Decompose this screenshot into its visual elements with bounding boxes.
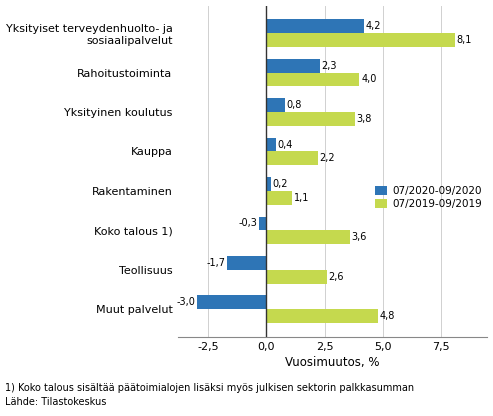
Text: 2,6: 2,6 <box>328 272 344 282</box>
Bar <box>266 230 350 244</box>
Text: -0,3: -0,3 <box>239 218 258 228</box>
Bar <box>266 177 271 191</box>
Text: Lähde: Tilastokeskus: Lähde: Tilastokeskus <box>5 397 106 407</box>
Bar <box>266 270 327 284</box>
Bar <box>266 33 455 47</box>
Text: -3,0: -3,0 <box>176 297 195 307</box>
Bar <box>266 112 355 126</box>
Bar <box>227 256 266 270</box>
Bar <box>266 309 378 323</box>
Text: 4,8: 4,8 <box>380 311 395 321</box>
Bar <box>266 151 317 165</box>
Text: 2,3: 2,3 <box>321 61 337 71</box>
Text: 0,2: 0,2 <box>273 179 288 189</box>
Bar <box>266 98 285 112</box>
Legend: 07/2020-09/2020, 07/2019-09/2019: 07/2020-09/2020, 07/2019-09/2019 <box>375 186 482 209</box>
Text: 0,8: 0,8 <box>286 100 302 110</box>
Text: 0,4: 0,4 <box>278 139 293 150</box>
Text: 2,2: 2,2 <box>319 154 335 163</box>
Text: 1) Koko talous sisältää päätoimialojen lisäksi myös julkisen sektorin palkkasumm: 1) Koko talous sisältää päätoimialojen l… <box>5 383 414 393</box>
Text: 4,0: 4,0 <box>361 74 377 84</box>
Bar <box>259 217 266 230</box>
Text: 1,1: 1,1 <box>294 193 309 203</box>
Text: 3,8: 3,8 <box>356 114 372 124</box>
Bar <box>266 73 359 87</box>
X-axis label: Vuosimuutos, %: Vuosimuutos, % <box>285 356 380 369</box>
Bar <box>197 295 266 309</box>
Text: -1,7: -1,7 <box>206 258 225 268</box>
Text: 4,2: 4,2 <box>366 21 381 31</box>
Bar <box>266 191 292 205</box>
Text: 8,1: 8,1 <box>457 35 472 45</box>
Bar <box>266 20 364 33</box>
Text: 3,6: 3,6 <box>352 232 367 242</box>
Bar <box>266 59 320 73</box>
Bar <box>266 138 276 151</box>
